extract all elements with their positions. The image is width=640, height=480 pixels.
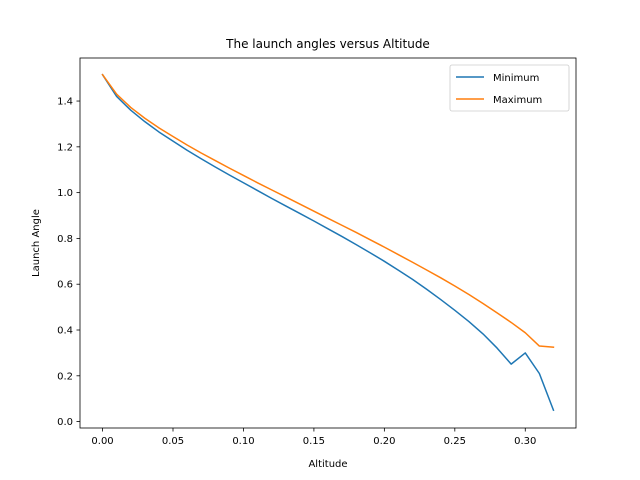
x-tick-label: 0.20 xyxy=(373,436,395,447)
y-tick-label: 0.6 xyxy=(57,280,73,291)
legend: Minimum Maximum xyxy=(449,64,570,112)
y-tick-label: 1.0 xyxy=(57,188,73,199)
y-tick-label: 0.8 xyxy=(57,234,73,245)
series-line-maximum xyxy=(101,73,555,348)
x-axis-label: Altitude xyxy=(308,459,347,470)
y-tick-label: 0.2 xyxy=(57,371,73,382)
series-line-minimum xyxy=(101,73,555,412)
x-tick-label: 0.05 xyxy=(162,436,184,447)
x-tick-label: 0.30 xyxy=(514,436,536,447)
x-tick-label: 0.00 xyxy=(91,436,113,447)
x-tick-label: 0.25 xyxy=(444,436,466,447)
y-tick-label: 1.2 xyxy=(57,142,73,153)
x-tick-label: 0.10 xyxy=(232,436,254,447)
series-layer xyxy=(101,73,555,412)
legend-label-maximum: Maximum xyxy=(493,95,542,106)
y-tick-label: 0.0 xyxy=(57,417,73,428)
x-tick-label: 0.15 xyxy=(303,436,325,447)
chart-title: The launch angles versus Altitude xyxy=(225,37,430,51)
y-axis-ticks: 0.0 0.2 0.4 0.6 0.8 1.0 1.2 1.4 xyxy=(57,97,80,428)
axes-frame xyxy=(79,57,577,429)
legend-label-minimum: Minimum xyxy=(493,73,539,84)
y-axis-label: Launch Angle xyxy=(31,209,42,277)
y-tick-label: 0.4 xyxy=(57,326,73,337)
y-tick-label: 1.4 xyxy=(57,97,73,108)
x-axis-ticks: 0.00 0.05 0.10 0.15 0.20 0.25 0.30 xyxy=(91,428,536,447)
